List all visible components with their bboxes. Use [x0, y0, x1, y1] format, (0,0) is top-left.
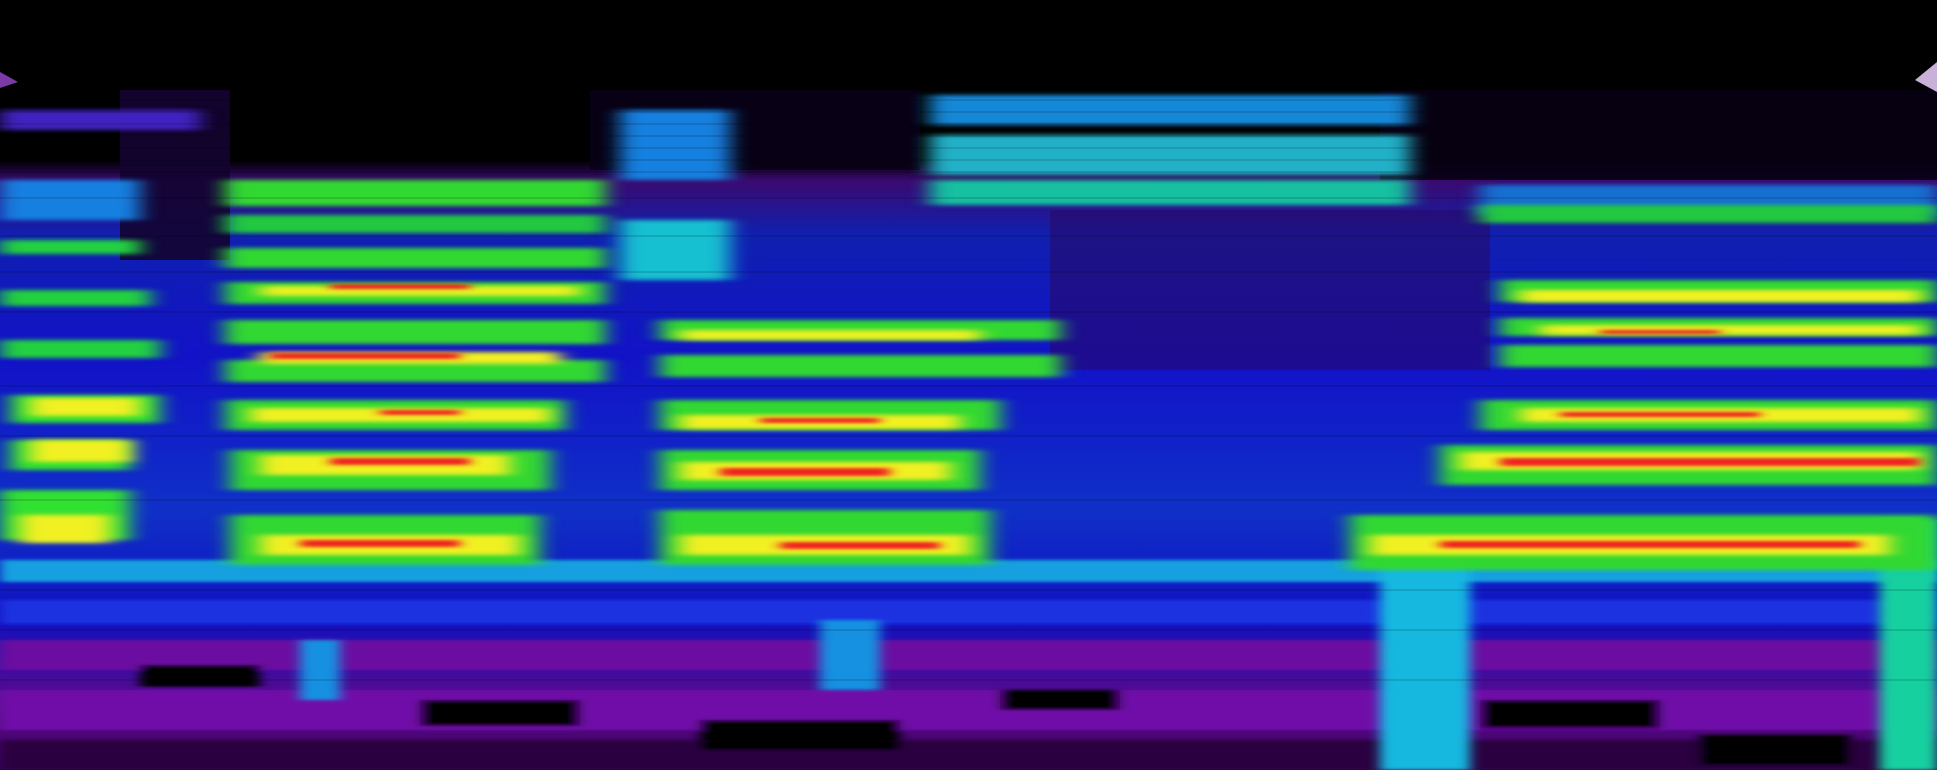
spectrogram-striations	[0, 99, 1937, 681]
left-edge-marker	[0, 72, 18, 88]
spectrogram-harmonics-red	[270, 284, 1920, 549]
spectrogram-upper-haze	[0, 95, 1937, 280]
right-edge-marker	[1915, 62, 1937, 92]
